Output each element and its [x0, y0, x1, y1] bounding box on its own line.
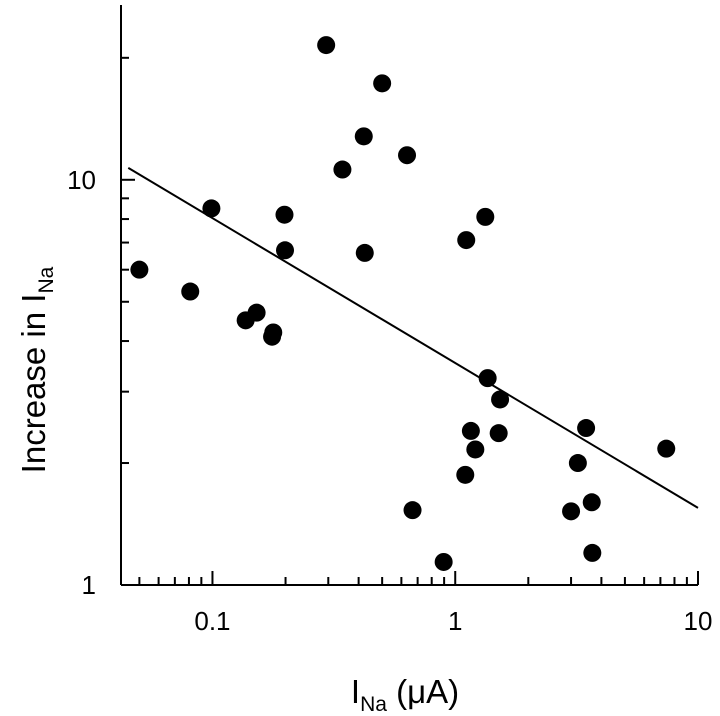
- data-point: [181, 282, 200, 301]
- data-point: [489, 424, 508, 443]
- data-point: [434, 552, 453, 571]
- data-point: [398, 146, 417, 165]
- data-point: [247, 303, 266, 322]
- data-point: [491, 390, 510, 409]
- data-point: [202, 199, 221, 218]
- data-point: [457, 231, 476, 250]
- data-point: [275, 205, 294, 224]
- data-point: [583, 543, 602, 562]
- data-point: [562, 502, 581, 521]
- data-point: [276, 241, 295, 260]
- data-point: [568, 454, 587, 473]
- regression-line: [127, 167, 699, 509]
- data-point: [130, 260, 149, 279]
- data-point: [461, 421, 480, 440]
- data-points: [130, 36, 676, 571]
- data-point: [373, 74, 392, 93]
- y-axis-title: Increase in INa: [15, 266, 58, 473]
- axes: [120, 5, 698, 586]
- data-point: [403, 501, 422, 520]
- data-point: [317, 36, 336, 55]
- data-point: [582, 493, 601, 512]
- data-point: [354, 127, 373, 146]
- data-point: [478, 369, 497, 388]
- data-point: [476, 207, 495, 226]
- data-point: [456, 465, 475, 484]
- data-point: [333, 160, 352, 179]
- data-point: [577, 419, 596, 438]
- ticks: [121, 56, 699, 586]
- data-point: [657, 439, 676, 458]
- x-axis-title: INa (μA): [351, 673, 459, 716]
- data-point: [264, 323, 283, 342]
- data-point: [355, 243, 374, 262]
- data-point: [466, 440, 485, 459]
- x-tick-label: 1: [448, 606, 462, 636]
- y-tick-label: 1: [82, 570, 96, 600]
- tick-labels: 0.1 1 10 1 10: [67, 165, 712, 636]
- x-tick-label: 10: [684, 606, 713, 636]
- y-tick-label: 10: [67, 165, 96, 195]
- x-tick-label: 0.1: [194, 606, 230, 636]
